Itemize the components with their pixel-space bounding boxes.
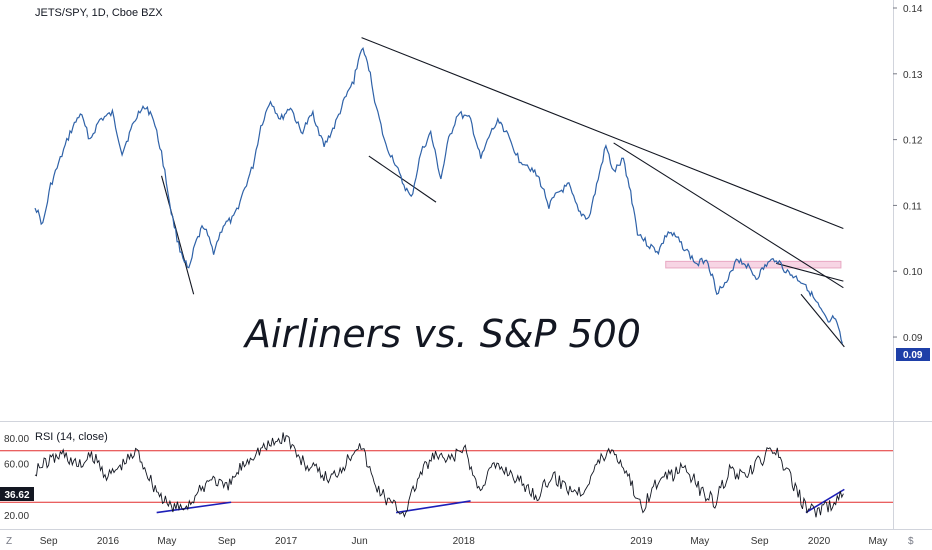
time-axis-label: Sep [218,536,236,547]
rsi-last-value-label: 36.62 [4,490,29,501]
time-axis-label: 2016 [97,536,120,547]
chart-title: JETS/SPY, 1D, Cboe BZX [35,7,163,19]
time-axis-label: 2018 [453,536,476,547]
rsi-last-value-badge [0,487,34,501]
time-axis-label: Sep [751,536,769,547]
rsi-trendline-1[interactable] [156,501,232,514]
price-trendline-2[interactable] [613,142,844,289]
price-axis-tick-label: 0.11 [903,201,922,212]
price-pane: JETS/SPY, 1D, Cboe BZX Airliners vs. S&P… [0,0,893,421]
price-trendline-6[interactable] [800,293,845,348]
time-axis[interactable]: Sep 2016 May Sep 2017 Jun 2018 2019 May Sep 2020 Ma… [0,529,932,548]
rsi-title: RSI (14, close) [35,431,108,443]
price-series-line [34,47,843,344]
price-axis-tick-label: 0.10 [903,267,923,278]
rsi-trendlines [156,488,845,514]
support-zone [665,260,842,269]
price-trendline-3[interactable] [776,262,844,282]
rsi-trendline-2[interactable] [395,500,471,514]
price-axis-tick-label: 0.12 [903,136,923,147]
time-axis-label: Jun [352,536,368,547]
price-axis-tick-label: 0.13 [903,70,923,81]
time-axis-label: 2019 [630,536,653,547]
time-axis-label: Sep [40,536,58,547]
time-axis-label: May [868,536,887,547]
last-price-badge [896,348,930,361]
rsi-series-line [34,432,844,518]
chart-annotation: Airliners vs. S&P 500 [242,312,641,356]
rsi-trendline-3[interactable] [805,488,845,514]
price-axis-tick-label: 0.14 [903,4,923,15]
price-trendline-1[interactable] [361,37,844,229]
price-axis-tick-label: 0.09 [903,333,923,344]
time-axis-label: May [690,536,709,547]
rsi-pane: RSI (14, close) 20.00 60.00 80.00 36.62 [0,431,893,522]
price-trendlines [161,37,845,348]
rsi-axis-tick-label: 20.00 [4,511,29,522]
last-price-label: 0.09 [903,350,923,361]
rsi-axis-tick-label: 80.00 [4,434,29,445]
time-axis-labels: Sep 2016 May Sep 2017 Jun 2018 2019 May Sep 2020 Ma… [40,536,888,547]
price-trendline-4[interactable] [161,175,195,295]
currency-toggle-button[interactable]: $ [908,536,914,547]
time-axis-label: May [157,536,176,547]
timezone-toggle-button[interactable]: Z [6,536,12,547]
price-axis[interactable]: 0.09 0.10 0.11 0.12 0.13 0.14 0.09 [893,0,930,530]
price-pane-background [0,0,893,421]
price-axis-ticks: 0.09 0.10 0.11 0.12 0.13 0.14 [893,4,923,344]
price-trendline-5[interactable] [368,155,437,203]
rsi-axis-tick-label: 60.00 [4,460,29,471]
time-axis-label: 2020 [808,536,831,547]
time-axis-label: 2017 [275,536,298,547]
rsi-y-axis-ticks: 20.00 60.00 80.00 [4,434,29,522]
